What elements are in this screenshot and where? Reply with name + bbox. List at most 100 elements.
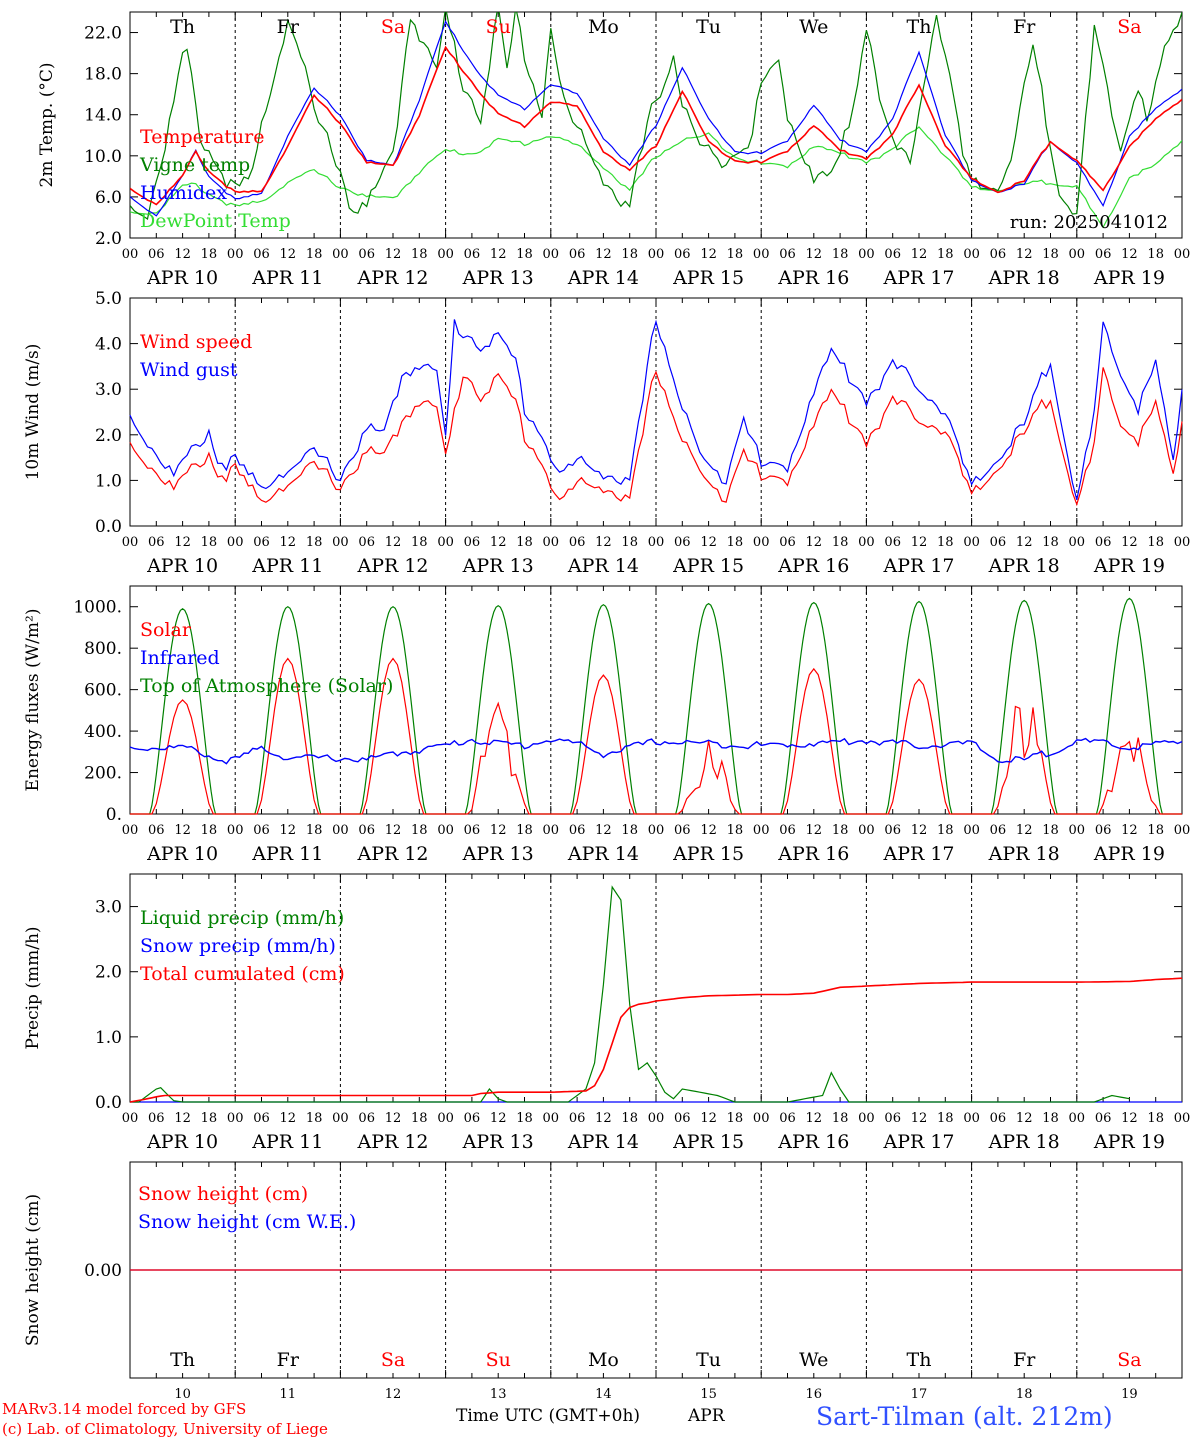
hour-tick-label: 06 — [884, 823, 901, 838]
hour-tick-label: 00 — [963, 823, 980, 838]
hour-tick-label: 12 — [595, 535, 612, 550]
day-number-label: 10 — [174, 1387, 191, 1402]
hour-tick-label: 00 — [227, 823, 244, 838]
temperature-lines — [130, 12, 1182, 229]
hour-tick-label: 18 — [832, 823, 849, 838]
hour-tick-label: 06 — [990, 535, 1007, 550]
hour-tick-label: 06 — [674, 535, 691, 550]
hour-tick-label: 18 — [1042, 247, 1059, 262]
date-label: APR 13 — [462, 267, 534, 289]
date-label: APR 16 — [777, 1131, 849, 1153]
footer-copyright: (c) Lab. of Climatology, University of L… — [2, 1420, 328, 1438]
date-label: APR 13 — [462, 843, 534, 865]
hour-tick-label: 12 — [280, 1111, 297, 1126]
y-tick-label: 1000. — [73, 598, 122, 618]
y-axis-label: Snow height (cm) — [23, 1194, 43, 1346]
hour-tick-label: 12 — [490, 535, 507, 550]
legend-entry: Snow height (cm) — [138, 1183, 308, 1205]
y-tick-label: 400. — [84, 722, 122, 742]
hour-tick-label: 00 — [963, 247, 980, 262]
weekday-label: Su — [486, 16, 511, 38]
weekday-label: Sa — [381, 1349, 405, 1371]
hour-tick-label: 18 — [306, 247, 323, 262]
weekday-label: Sa — [1117, 16, 1141, 38]
hour-tick-label: 00 — [648, 535, 665, 550]
legend-entry: Infrared — [140, 647, 220, 669]
hour-tick-label: 00 — [1069, 247, 1086, 262]
hour-tick-label: 12 — [1016, 1111, 1033, 1126]
hour-tick-label: 12 — [700, 1111, 717, 1126]
hour-tick-label: 00 — [122, 535, 139, 550]
hour-tick-label: 18 — [1147, 535, 1164, 550]
panel-1: 2.0 6.0 10.0 14.0 18.0 22.0 2m Temp. (°C) 00 06 1… — [37, 11, 1191, 289]
hour-tick-label: 12 — [385, 1111, 402, 1126]
hour-tick-label: 12 — [1121, 823, 1138, 838]
date-label: APR 18 — [988, 555, 1060, 577]
weekday-label: Fr — [277, 1349, 300, 1371]
hour-tick-label: 06 — [253, 247, 270, 262]
y-tick-label: 18.0 — [84, 65, 122, 85]
hour-tick-label: 18 — [1147, 247, 1164, 262]
date-label: APR 18 — [988, 843, 1060, 865]
hour-tick-label: 18 — [1042, 535, 1059, 550]
y-tick-label: 3.0 — [95, 898, 122, 918]
y-tick-label: 600. — [84, 681, 122, 701]
date-label: APR 14 — [567, 555, 639, 577]
hour-tick-label: 06 — [148, 1111, 165, 1126]
hour-tick-label: 06 — [358, 535, 375, 550]
hour-tick-label: 18 — [832, 1111, 849, 1126]
hour-tick-label: 06 — [779, 823, 796, 838]
hour-tick-label: 06 — [569, 823, 586, 838]
y-tick-label: 0. — [106, 805, 122, 825]
hour-tick-label: 06 — [253, 823, 270, 838]
date-label: APR 11 — [251, 267, 323, 289]
hour-tick-label: 12 — [280, 535, 297, 550]
hour-tick-label: 12 — [385, 535, 402, 550]
hour-tick-label: 00 — [1174, 247, 1191, 262]
hour-tick-label: 18 — [201, 535, 218, 550]
footer-site-label: Sart-Tilman (alt. 212m) — [816, 1402, 1113, 1431]
hour-tick-label: 06 — [779, 1111, 796, 1126]
y-axis-label: 2m Temp. (°C) — [37, 62, 57, 187]
date-label: APR 15 — [672, 843, 744, 865]
hour-tick-label: 18 — [411, 247, 428, 262]
series-vigne-temp — [130, 12, 1182, 220]
date-label: APR 19 — [1093, 267, 1165, 289]
hour-tick-label: 00 — [648, 247, 665, 262]
hour-tick-label: 06 — [990, 823, 1007, 838]
hour-tick-label: 00 — [1069, 1111, 1086, 1126]
hour-tick-label: 00 — [1069, 823, 1086, 838]
hour-tick-label: 12 — [911, 535, 928, 550]
hour-tick-label: 00 — [543, 535, 560, 550]
hour-tick-label: 18 — [1147, 823, 1164, 838]
date-label: APR 17 — [882, 1131, 954, 1153]
hour-tick-label: 06 — [1095, 823, 1112, 838]
hour-tick-label: 18 — [832, 535, 849, 550]
y-tick-label: 3.0 — [95, 380, 122, 400]
weekday-label: Tu — [696, 1349, 721, 1371]
hour-tick-label: 18 — [516, 535, 533, 550]
date-label: APR 16 — [777, 555, 849, 577]
day-number-label: 18 — [1016, 1387, 1033, 1402]
hour-tick-label: 12 — [1016, 247, 1033, 262]
weekday-label: Th — [907, 16, 932, 38]
hour-tick-label: 00 — [122, 1111, 139, 1126]
date-label: APR 18 — [988, 1131, 1060, 1153]
hour-tick-label: 12 — [385, 247, 402, 262]
day-number-label: 17 — [911, 1387, 928, 1402]
weekday-label: Fr — [1013, 16, 1036, 38]
date-label: APR 19 — [1093, 843, 1165, 865]
day-number-label: 14 — [595, 1387, 612, 1402]
date-label: APR 11 — [251, 1131, 323, 1153]
panel-4: 0.0 1.0 2.0 3.0 Precip (mm/h) 00 06 12 18 APR 10 0… — [23, 873, 1190, 1153]
hour-tick-label: 12 — [1016, 535, 1033, 550]
hour-tick-label: 18 — [516, 1111, 533, 1126]
hour-tick-label: 18 — [727, 247, 744, 262]
date-label: APR 10 — [146, 267, 218, 289]
date-label: APR 15 — [672, 1131, 744, 1153]
date-label: APR 14 — [567, 1131, 639, 1153]
date-label: APR 14 — [567, 267, 639, 289]
precip-lines — [129, 885, 1183, 1103]
date-label: APR 19 — [1093, 1131, 1165, 1153]
hour-tick-label: 18 — [411, 535, 428, 550]
